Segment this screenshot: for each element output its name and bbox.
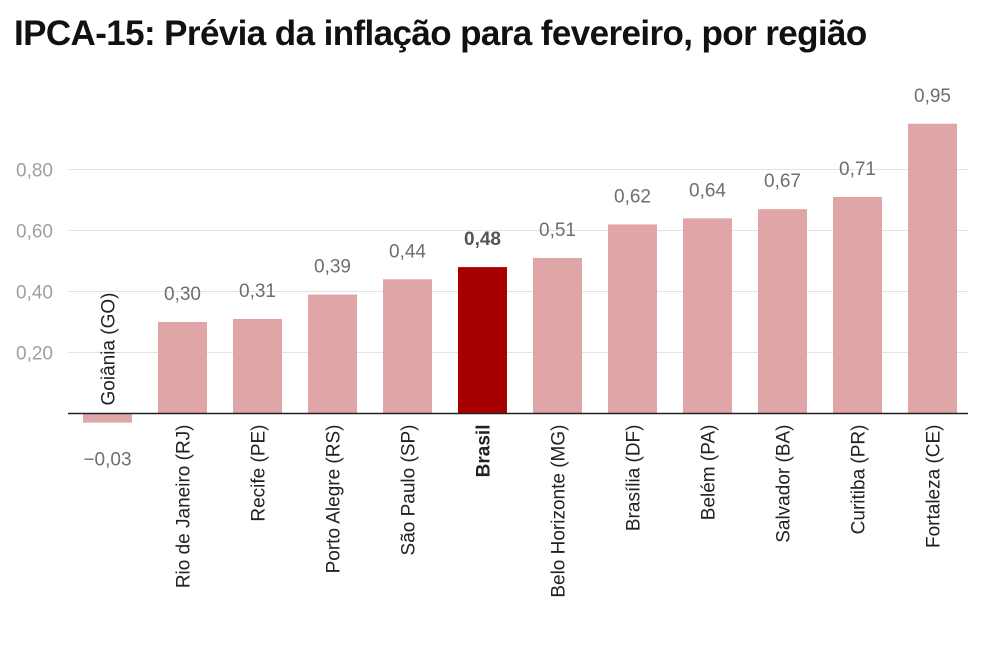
bar-5 (458, 267, 507, 414)
grid-layer (68, 169, 968, 353)
value-label-7: 0,62 (614, 186, 651, 207)
category-label-4: São Paulo (SP) (399, 425, 420, 556)
value-label-1: 0,30 (164, 284, 201, 305)
bar-0 (83, 413, 132, 423)
value-label-2: 0,31 (239, 281, 276, 302)
y-tick-label: 0,60 (16, 222, 53, 243)
bar-6 (533, 257, 582, 414)
y-tick-label: 0,40 (16, 283, 53, 304)
category-label-6: Belo Horizonte (MG) (549, 425, 570, 598)
category-label-3: Porto Alegre (RS) (324, 425, 345, 574)
y-tick-label: 0,20 (16, 344, 53, 365)
value-label-0: −0,03 (83, 450, 131, 471)
category-label-9: Salvador (BA) (774, 425, 795, 543)
value-label-9: 0,67 (764, 171, 801, 192)
value-label-8: 0,64 (689, 180, 726, 201)
bar-1 (158, 322, 207, 414)
value-label-3: 0,39 (314, 257, 351, 278)
value-label-4: 0,44 (389, 241, 426, 262)
category-labels: Goiânia (GO) Rio de Janeiro (RJ) Recife (P… (99, 293, 945, 598)
category-label-7: Brasília (DF) (624, 425, 645, 532)
bar-9 (758, 209, 807, 414)
value-label-11: 0,95 (914, 86, 951, 107)
category-label-5: Brasil (474, 425, 495, 478)
bar-4 (383, 279, 432, 414)
category-label-1: Rio de Janeiro (RJ) (174, 425, 195, 589)
bar-10 (833, 196, 882, 414)
value-label-6: 0,51 (539, 220, 576, 241)
category-label-11: Fortaleza (CE) (924, 425, 945, 549)
bars (83, 123, 957, 423)
category-label-8: Belém (PA) (699, 425, 720, 521)
y-tick-label: 0,80 (16, 161, 53, 182)
category-label-10: Curitiba (PR) (849, 425, 870, 535)
value-label-5: 0,48 (464, 229, 501, 250)
bar-2 (233, 318, 282, 414)
bar-7 (608, 224, 657, 414)
bar-11 (908, 123, 957, 414)
bar-3 (308, 294, 357, 414)
chart-title: IPCA-15: Prévia da inflação para feverei… (14, 14, 867, 53)
category-label-2: Recife (PE) (249, 425, 270, 522)
bar-8 (683, 218, 732, 414)
y-axis-ticks: 0,20 0,40 0,60 0,80 (16, 161, 53, 365)
data-labels: −0,03 0,30 0,31 0,39 0,44 0,48 0,51 0,62 0,64 0,6… (83, 86, 951, 471)
value-label-10: 0,71 (839, 159, 876, 180)
category-label-0: Goiânia (GO) (99, 293, 120, 406)
